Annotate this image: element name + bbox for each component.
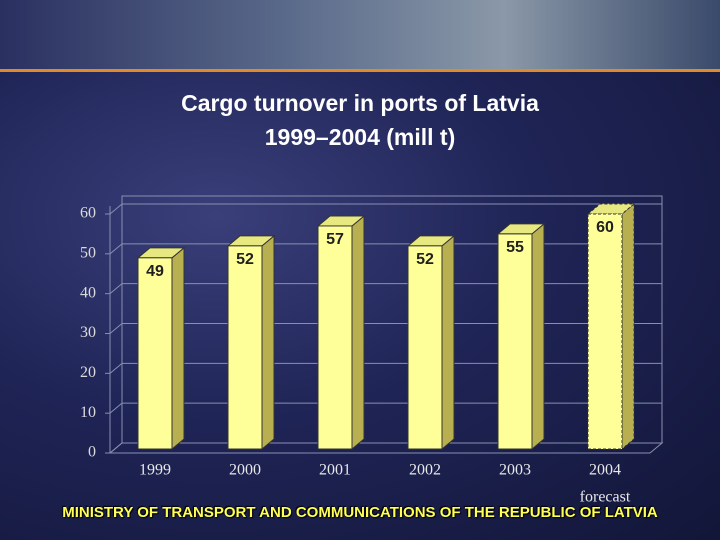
back-wall bbox=[121, 195, 663, 444]
data-label: 60 bbox=[596, 219, 614, 236]
bar bbox=[407, 245, 443, 450]
x-tick-label: 2003 bbox=[499, 462, 531, 479]
grid-line bbox=[109, 442, 662, 454]
bar-side bbox=[171, 246, 185, 451]
data-label: 52 bbox=[236, 251, 254, 268]
y-tick-label: 0 bbox=[88, 444, 96, 461]
grid-line bbox=[109, 203, 662, 215]
grid-line bbox=[109, 243, 662, 255]
bar-side bbox=[351, 214, 365, 451]
bar bbox=[497, 233, 533, 450]
grid-line bbox=[109, 362, 662, 374]
data-label: 52 bbox=[416, 251, 434, 268]
chart-title: Cargo turnover in ports of Latvia bbox=[181, 90, 539, 116]
grid-line bbox=[109, 402, 662, 414]
bar-side bbox=[441, 234, 455, 451]
y-tick-label: 20 bbox=[80, 364, 96, 381]
chart-title: 1999–2004 (mill t) bbox=[265, 124, 456, 150]
bar-side bbox=[531, 222, 545, 451]
grid-line bbox=[109, 323, 662, 334]
data-label: 55 bbox=[506, 239, 524, 256]
bar bbox=[317, 225, 353, 450]
bar bbox=[227, 245, 263, 450]
annotation: forecast bbox=[580, 489, 631, 506]
floor bbox=[108, 442, 664, 454]
bar-side bbox=[621, 202, 635, 451]
bar-side bbox=[261, 234, 275, 451]
banner bbox=[0, 0, 720, 70]
footer: MINISTRY OF TRANSPORT AND COMMUNICATIONS… bbox=[62, 504, 658, 521]
x-tick-label: 1999 bbox=[139, 462, 171, 479]
x-tick-label: 2004 bbox=[589, 462, 621, 479]
bar bbox=[137, 257, 173, 450]
data-label: 57 bbox=[326, 231, 344, 248]
x-tick-label: 2002 bbox=[409, 462, 441, 479]
bar bbox=[587, 213, 623, 450]
y-tick-label: 30 bbox=[80, 324, 96, 341]
x-tick-label: 2000 bbox=[229, 462, 261, 479]
y-tick-label: 10 bbox=[80, 404, 96, 421]
data-label: 49 bbox=[146, 263, 164, 280]
x-tick-label: 2001 bbox=[319, 462, 351, 479]
y-tick-label: 40 bbox=[80, 284, 96, 301]
banner-line bbox=[0, 69, 720, 72]
y-tick-label: 60 bbox=[80, 205, 96, 222]
grid-line bbox=[109, 283, 662, 295]
y-tick-label: 50 bbox=[80, 245, 96, 262]
